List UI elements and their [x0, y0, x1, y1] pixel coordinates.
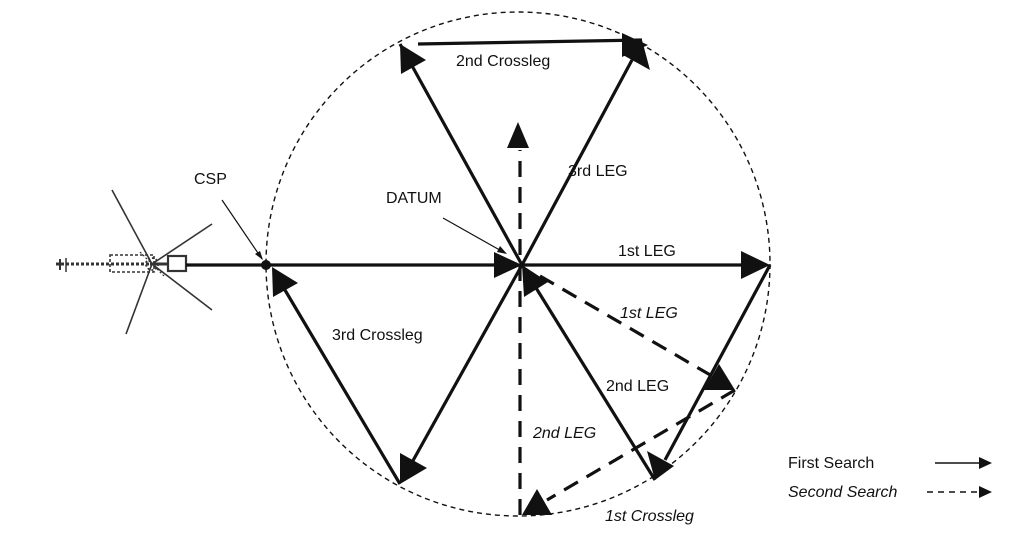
second-leg-arrowhead: [522, 265, 548, 297]
first-crossleg-label: 1st Crossleg: [605, 508, 694, 525]
first-leg-arrowhead: [741, 251, 770, 279]
third-leg-track: [520, 59, 634, 266]
third-leg-label: 3rd LEG: [568, 163, 628, 180]
second-crossleg-arrowhead: [622, 33, 648, 57]
third-crossleg-arrowhead: [272, 267, 298, 297]
legend-first-search-arrowhead: [979, 457, 992, 469]
second-search-tracks: [507, 122, 736, 515]
first-crossleg-track: [663, 264, 772, 461]
first-search-tracks: [266, 33, 772, 485]
second-search-up-arrowhead: [507, 122, 529, 148]
helicopter-icon: [56, 189, 213, 335]
second-search-first-leg-label: 1st LEG: [620, 305, 678, 322]
second-crossleg-label: 2nd Crossleg: [456, 53, 550, 70]
second-search-first-leg-track: [539, 274, 713, 378]
third-crossleg-label: 3rd Crossleg: [332, 327, 423, 344]
first-crossleg-arrowhead: [647, 451, 674, 480]
datum-to-third-crossleg-arrowhead: [400, 453, 427, 484]
legend-first-search-label: First Search: [788, 455, 874, 472]
datum-label: DATUM: [386, 190, 442, 207]
second-crossleg-track: [417, 38, 643, 46]
legend-second-search-label: Second Search: [788, 484, 898, 501]
csp-pointer: [221, 199, 263, 260]
legend: First Search Second Search: [788, 455, 992, 501]
csp-label: CSP: [194, 171, 227, 188]
third-leg-arrowhead: [623, 40, 650, 70]
diagonal-to-datum-track: [398, 43, 524, 266]
second-search-second-leg-label: 2nd LEG: [532, 425, 596, 442]
datum-arrowhead: [494, 252, 522, 278]
search-area-circle: [265, 11, 771, 517]
first-leg-label: 1st LEG: [618, 243, 676, 260]
second-search-crossleg-arrowhead: [522, 489, 552, 515]
datum-pointer: [442, 217, 506, 254]
third-crossleg-track: [280, 284, 402, 485]
second-search-first-leg-arrowhead: [704, 364, 735, 390]
second-leg-label: 2nd LEG: [606, 378, 669, 395]
diagonal-start-arrowhead: [400, 44, 426, 74]
csp-point-marker: [261, 260, 271, 270]
csp-pointer-tip: [255, 251, 263, 260]
second-search-crossleg-track: [546, 388, 736, 502]
legend-second-search-arrowhead: [979, 486, 992, 498]
datum-pointer-tip: [497, 246, 507, 254]
datum-to-third-crossleg-track: [408, 264, 524, 467]
